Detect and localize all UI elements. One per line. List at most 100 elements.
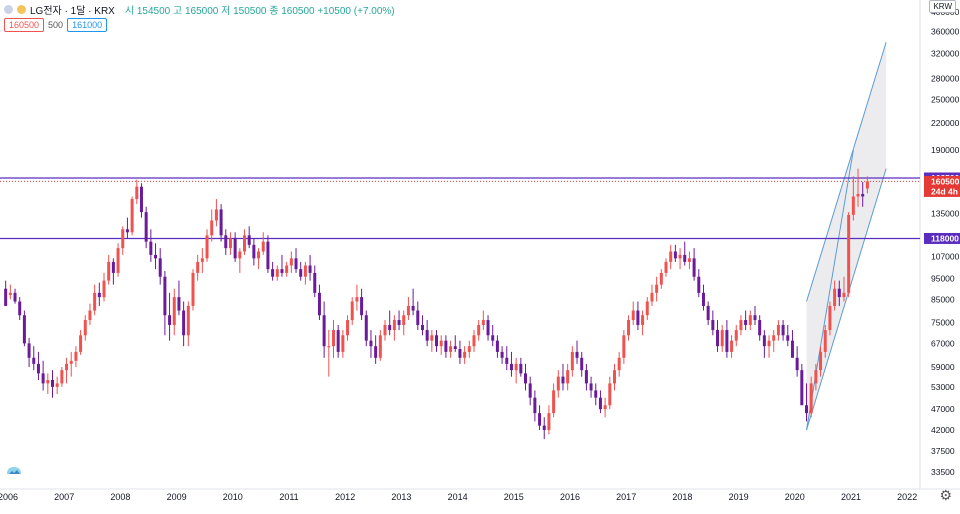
candle-body	[842, 292, 846, 298]
time-tick-label: 2017	[616, 492, 636, 502]
candle-body	[163, 276, 167, 316]
candle-body	[36, 363, 40, 374]
candle-body	[425, 330, 429, 341]
candle-body	[481, 320, 485, 325]
price-tick-label: 190000	[931, 145, 960, 155]
candle-body	[716, 330, 720, 347]
candle-body	[767, 340, 771, 347]
candle-body	[238, 251, 242, 259]
candle-body	[196, 261, 200, 273]
candle-body	[762, 335, 766, 347]
candle-body	[102, 280, 106, 298]
buy-price-box[interactable]: 161000	[67, 18, 108, 32]
candle-body	[27, 343, 31, 358]
currency-label[interactable]: KRW	[929, 0, 956, 13]
price-tick-label: 59000	[931, 362, 955, 372]
candle-body	[477, 324, 481, 336]
candle-body	[636, 310, 640, 325]
candle-body	[547, 413, 551, 430]
candle-body	[275, 269, 279, 277]
candle-body	[538, 413, 542, 426]
time-tick-label: 2009	[167, 492, 187, 502]
price-tick-label: 47000	[931, 404, 955, 414]
candle-body	[603, 405, 607, 410]
channel-fill	[806, 42, 887, 430]
time-tick-label: 2015	[504, 492, 524, 502]
candle-body	[786, 335, 790, 341]
candle-body	[509, 363, 513, 371]
candle-body	[83, 320, 87, 336]
candle-body	[364, 315, 368, 341]
candle-body	[701, 292, 705, 306]
sell-price-box[interactable]: 160500	[4, 18, 45, 32]
candle-body	[739, 320, 743, 331]
candle-body	[851, 196, 855, 215]
price-tick-label: 250000	[931, 94, 960, 104]
candle-body	[631, 310, 635, 321]
candle-body	[121, 229, 125, 249]
candle-body	[533, 397, 537, 414]
candle-body	[32, 357, 36, 364]
candle-body	[8, 292, 12, 295]
candle-body	[430, 335, 434, 341]
candle-body	[711, 320, 715, 331]
candle-body	[645, 301, 649, 316]
candle-body	[491, 335, 495, 341]
time-tick-label: 2010	[223, 492, 243, 502]
symbol-label[interactable]: LG전자 · 1달 · KRX	[30, 6, 115, 17]
candle-body	[252, 244, 256, 259]
candle-body	[50, 380, 54, 387]
candle-body	[172, 297, 176, 325]
candle-body	[678, 254, 682, 259]
candle-body	[683, 254, 687, 262]
candle-body	[65, 363, 69, 371]
candle-body	[378, 335, 382, 358]
candle-body	[776, 324, 780, 336]
candle-body	[74, 351, 78, 361]
candle-body	[186, 305, 190, 336]
price-tick-label: 135000	[931, 209, 960, 219]
gear-icon[interactable]: ⚙	[939, 487, 952, 503]
candle-body	[149, 241, 153, 255]
candle-body	[692, 258, 696, 277]
candle-body	[650, 292, 654, 302]
candle-body	[280, 269, 284, 273]
candle-body	[331, 330, 335, 347]
candle-body	[55, 383, 59, 387]
candle-body	[313, 272, 317, 293]
candle-body	[191, 272, 195, 306]
candle-body	[612, 370, 616, 384]
time-tick-label: 2018	[672, 492, 692, 502]
candle-body	[13, 292, 17, 302]
candle-body	[247, 235, 251, 245]
candle-body	[406, 305, 410, 316]
candle-body	[303, 265, 307, 277]
candle-body	[158, 258, 162, 277]
candle-body	[369, 340, 373, 347]
candle-body	[79, 335, 83, 352]
candle-body	[355, 297, 359, 302]
candle-body	[833, 288, 837, 306]
candle-body	[346, 320, 350, 336]
candle-body	[514, 363, 518, 371]
candle-body	[168, 315, 172, 325]
candle-body	[125, 229, 129, 233]
candle-body	[837, 288, 841, 298]
candle-body	[655, 284, 659, 293]
price-tick-label: 33500	[931, 467, 955, 477]
candle-body	[744, 320, 748, 325]
channel-lower-line	[806, 168, 887, 431]
candle-body	[627, 320, 631, 336]
candle-body	[641, 315, 645, 325]
candle-body	[781, 324, 785, 336]
candle-body	[669, 251, 673, 262]
candle-body	[594, 390, 598, 398]
time-tick-label: 2019	[729, 492, 749, 502]
candle-body	[697, 276, 701, 293]
time-tick-label: 2012	[335, 492, 355, 502]
candle-body	[271, 269, 275, 277]
candle-body	[111, 261, 115, 273]
candle-body	[495, 340, 499, 352]
